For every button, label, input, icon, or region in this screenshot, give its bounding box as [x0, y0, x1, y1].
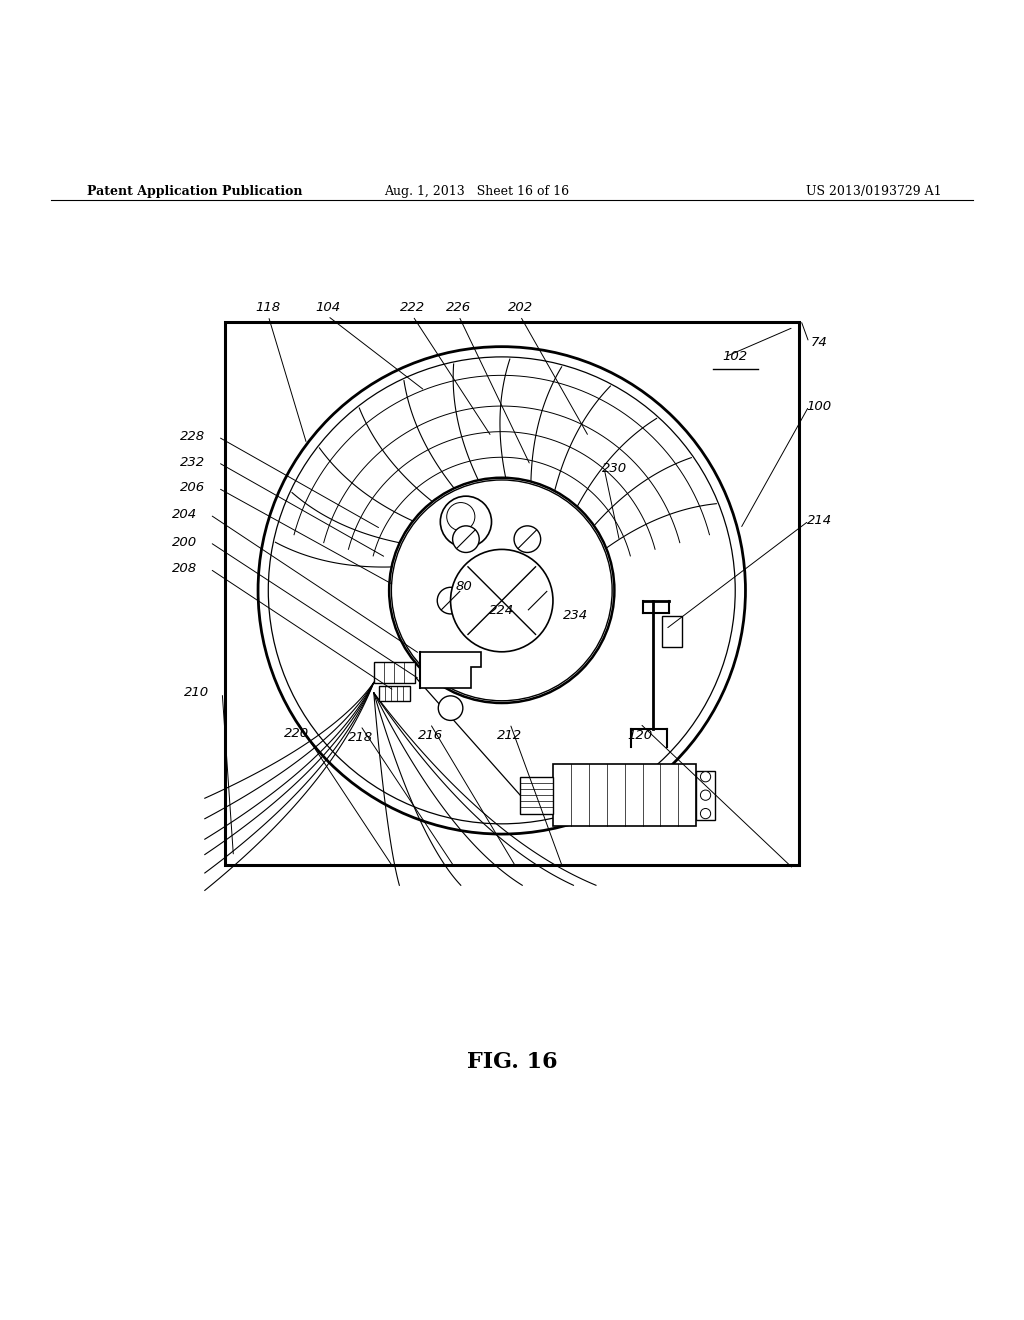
Text: 232: 232 — [180, 455, 205, 469]
Text: 200: 200 — [172, 536, 197, 549]
Text: 102: 102 — [723, 350, 748, 363]
Circle shape — [514, 525, 541, 553]
Text: Patent Application Publication: Patent Application Publication — [87, 185, 302, 198]
Polygon shape — [420, 652, 481, 688]
Bar — [379, 685, 410, 701]
Circle shape — [437, 587, 464, 614]
Text: 80: 80 — [456, 579, 472, 593]
Text: FIG. 16: FIG. 16 — [467, 1052, 557, 1073]
Text: US 2013/0193729 A1: US 2013/0193729 A1 — [807, 185, 942, 198]
Bar — [553, 764, 696, 826]
Text: 212: 212 — [498, 729, 522, 742]
Text: 74: 74 — [811, 337, 827, 348]
Text: 120: 120 — [628, 729, 652, 742]
Text: 226: 226 — [446, 301, 471, 314]
Text: 210: 210 — [184, 686, 209, 700]
Text: 214: 214 — [807, 515, 831, 527]
Text: 224: 224 — [489, 605, 514, 618]
Text: 208: 208 — [172, 562, 197, 576]
Circle shape — [440, 496, 492, 548]
Text: 100: 100 — [807, 400, 831, 413]
Circle shape — [389, 478, 614, 704]
Circle shape — [453, 525, 479, 553]
Text: 202: 202 — [508, 301, 532, 314]
Text: 222: 222 — [400, 301, 425, 314]
Bar — [374, 663, 415, 682]
Text: 104: 104 — [315, 301, 340, 314]
Bar — [696, 771, 715, 820]
Circle shape — [451, 549, 553, 652]
Circle shape — [700, 808, 711, 818]
Circle shape — [524, 587, 551, 614]
Circle shape — [700, 772, 711, 781]
Text: 206: 206 — [180, 482, 205, 495]
Bar — [520, 776, 553, 813]
Text: 204: 204 — [172, 508, 197, 521]
Circle shape — [438, 696, 463, 721]
Text: 118: 118 — [256, 301, 281, 314]
Text: 230: 230 — [602, 462, 627, 475]
Text: Aug. 1, 2013   Sheet 16 of 16: Aug. 1, 2013 Sheet 16 of 16 — [384, 185, 568, 198]
Text: 218: 218 — [348, 731, 373, 744]
Bar — [662, 616, 682, 647]
Bar — [225, 322, 799, 865]
Text: 234: 234 — [563, 610, 588, 623]
Text: 220: 220 — [285, 727, 309, 741]
Circle shape — [700, 791, 711, 800]
Text: 228: 228 — [180, 430, 205, 444]
Text: 216: 216 — [418, 729, 442, 742]
